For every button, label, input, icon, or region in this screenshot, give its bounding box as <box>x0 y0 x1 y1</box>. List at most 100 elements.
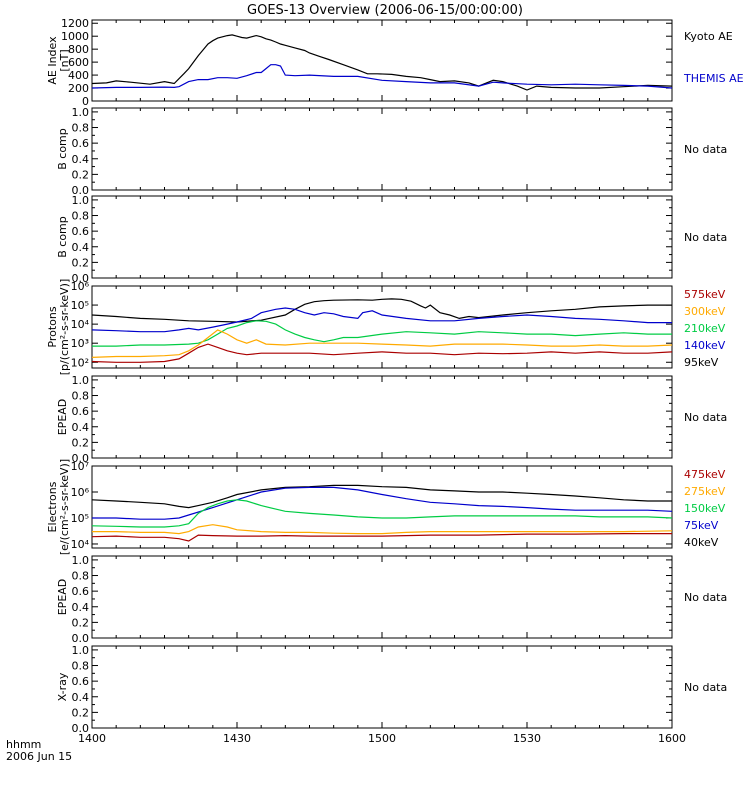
y-tick-label: 10⁴ <box>71 318 90 331</box>
series-label: 40keV <box>684 536 719 549</box>
series-95kev <box>92 298 672 323</box>
series-label: THEMIS AE <box>683 72 744 85</box>
y-tick-label: 0.6 <box>72 137 90 150</box>
y-tick-label: 0.8 <box>72 210 90 223</box>
y-tick-label: 0.0 <box>72 452 90 465</box>
y-axis-label: B comp <box>56 128 69 170</box>
y-tick-label: 0.6 <box>72 585 90 598</box>
y-tick-label: 0.4 <box>72 241 90 254</box>
panel-frame <box>91 555 673 639</box>
series-575kev <box>92 343 672 363</box>
y-tick-label: 0.8 <box>72 122 90 135</box>
y-tick-label: 0.4 <box>72 691 90 704</box>
y-axis-label: [nT] <box>58 49 71 71</box>
panel-protons: 10² 10³ 10⁴ 10⁵ 10⁶ Protons [p/(cm²-s-sr-keV)]… <box>46 279 726 376</box>
panel-frame <box>91 107 673 191</box>
y-axis-label: Electrons <box>46 481 59 532</box>
series-label: 475keV <box>684 468 726 481</box>
panel-frame <box>91 195 673 279</box>
y-tick-label: 0.8 <box>72 570 90 583</box>
series-label: 95keV <box>684 356 719 369</box>
y-tick-label: 0.6 <box>72 405 90 418</box>
y-tick-label: 0.2 <box>72 168 90 181</box>
y-axis-label: X-ray <box>56 672 69 701</box>
series-label: No data <box>684 231 727 244</box>
y-tick-label: 0.0 <box>72 722 90 735</box>
y-axis-label: Protons <box>46 306 59 347</box>
y-tick-label: 200 <box>68 82 89 95</box>
series-210kev <box>92 320 672 347</box>
y-tick-label: 0.8 <box>72 390 90 403</box>
series-themis-ae <box>92 64 672 89</box>
y-tick-label: 1000 <box>61 30 89 43</box>
y-axis-label: B comp <box>56 216 69 258</box>
series-kyoto-ae <box>92 34 672 91</box>
series-75kev <box>92 486 672 520</box>
y-tick-label: 400 <box>68 69 89 82</box>
y-tick-label: 10⁷ <box>71 460 89 473</box>
y-tick-label: 1.0 <box>72 644 90 657</box>
y-tick-label: 1.0 <box>72 106 90 119</box>
y-tick-label: 10³ <box>71 337 89 350</box>
x-tick-label: 1400 <box>78 732 106 745</box>
y-tick-label: 10⁴ <box>71 538 90 551</box>
y-tick-label: 0.6 <box>72 675 90 688</box>
y-tick-label: 800 <box>68 43 89 56</box>
y-axis-label: EPEAD <box>56 579 69 616</box>
panel-frame <box>91 285 673 369</box>
series-300kev <box>92 329 672 358</box>
series-label: 300keV <box>684 305 726 318</box>
y-axis-label: AE Index <box>46 36 59 85</box>
x-tick-label: 1600 <box>658 732 686 745</box>
y-tick-label: 10⁶ <box>71 280 90 293</box>
y-tick-label: 0.0 <box>72 272 90 285</box>
panel-frame <box>91 375 673 459</box>
y-tick-label: 1200 <box>61 17 89 30</box>
footer-date: 2006 Jun 15 <box>6 750 72 763</box>
y-tick-label: 0.6 <box>72 225 90 238</box>
y-axis-label: [p/(cm²-s-sr-keV)] <box>58 279 71 376</box>
y-tick-label: 0.4 <box>72 601 90 614</box>
y-axis-label: [e/(cm²-s-sr-keV)] <box>58 459 71 555</box>
x-tick-label: 1500 <box>368 732 396 745</box>
panel-bcomp2: 0.0 0.2 0.4 0.6 0.8 1.0B comp No data <box>56 194 727 285</box>
y-tick-label: 0.4 <box>72 421 90 434</box>
series-275kev <box>92 524 672 535</box>
y-axis-label: EPEAD <box>56 399 69 436</box>
series-label: 575keV <box>684 288 726 301</box>
series-label: No data <box>684 143 727 156</box>
y-tick-label: 10⁶ <box>71 486 90 499</box>
y-tick-label: 0.4 <box>72 153 90 166</box>
figure-title: GOES-13 Overview (2006-06-15/00:00:00) <box>247 3 523 18</box>
y-tick-label: 0.2 <box>72 256 90 269</box>
y-tick-label: 0.0 <box>72 184 90 197</box>
series-label: 275keV <box>684 485 726 498</box>
series-label: Kyoto AE <box>684 30 733 43</box>
y-tick-label: 10⁵ <box>71 512 89 525</box>
y-tick-label: 0.2 <box>72 616 90 629</box>
y-tick-label: 600 <box>68 56 89 69</box>
series-label: 75keV <box>684 519 719 532</box>
y-tick-label: 0.0 <box>72 632 90 645</box>
x-tick-label: 1430 <box>223 732 251 745</box>
panel-frame <box>91 645 673 729</box>
panel-xray: 0.0 0.2 0.4 0.6 0.8 1.0 X-ray No data 1400 1430 15… <box>56 644 727 745</box>
y-tick-label: 0.2 <box>72 706 90 719</box>
y-tick-label: 1.0 <box>72 374 90 387</box>
y-tick-label: 0.2 <box>72 436 90 449</box>
x-tick-label: 1530 <box>513 732 541 745</box>
y-tick-label: 0.8 <box>72 660 90 673</box>
series-label: 210keV <box>684 322 726 335</box>
y-tick-label: 10² <box>71 356 89 369</box>
panel-electrons: 10⁴ 10⁵ 10⁶ 10⁷ Electrons [e/(cm²-s-sr-keV)] 4… <box>46 459 726 555</box>
y-tick-label: 1.0 <box>72 554 90 567</box>
y-tick-label: 1.0 <box>72 194 90 207</box>
series-label: No data <box>684 681 727 694</box>
y-tick-label: 0 <box>82 95 89 108</box>
panel-bcomp1: 0.0 0.2 0.4 0.6 0.8 1.0B comp No data <box>56 106 727 197</box>
series-40kev <box>92 484 672 509</box>
